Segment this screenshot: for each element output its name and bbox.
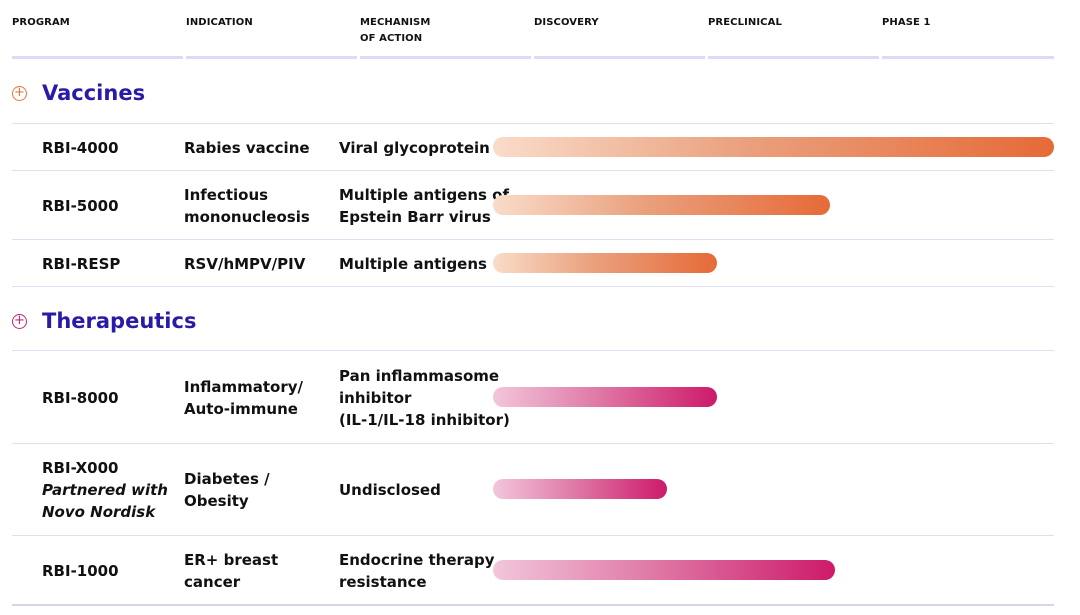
section-bottom-divider [12, 604, 1054, 606]
column-header-underline [12, 56, 183, 59]
section-title-vaccines: Vaccines [42, 81, 146, 105]
program-name: RBI-8000 [42, 388, 119, 407]
progress-bar [493, 479, 667, 499]
column-header-discovery: DISCOVERY [534, 17, 599, 28]
progress-track [493, 479, 1054, 499]
column-header-underline [360, 56, 531, 59]
indication: ER+ breast cancer [184, 550, 279, 591]
program-name: RBI-5000 [42, 196, 119, 215]
progress-track [493, 559, 1054, 580]
mechanism-of-action: Undisclosed [339, 481, 441, 499]
column-header-underline [708, 56, 879, 59]
row-divider [12, 123, 1054, 124]
column-header-program: PROGRAM [12, 17, 70, 28]
row-divider [12, 535, 1054, 536]
section-bottom-divider [12, 286, 1054, 287]
progress-track [493, 386, 1054, 407]
progress-bar [493, 136, 1054, 157]
mechanism-of-action: Viral glycoprotein [339, 138, 490, 157]
column-header-underline [882, 56, 1054, 59]
column-header-underline [186, 56, 357, 59]
program-name: RBI-RESP [42, 254, 121, 273]
mechanism-of-action: Multiple antigens of Epstein Barr virus [339, 185, 510, 226]
row-divider [12, 350, 1054, 351]
progress-bar [493, 559, 835, 580]
progress-bar [493, 194, 830, 215]
column-header-indication: INDICATION [186, 17, 253, 28]
column-header-mechanism-of-action: MECHANISM OF ACTION [360, 17, 431, 44]
row-divider [12, 239, 1054, 240]
mechanism-of-action: Endocrine therapy resistance [339, 550, 495, 591]
row-divider [12, 170, 1054, 171]
mechanism-of-action: Pan inflammasome inhibitor (IL-1/IL-18 inh… [339, 366, 510, 429]
program-name: RBI-4000 [42, 138, 119, 157]
indication: Diabetes / Obesity [184, 470, 270, 510]
progress-bar [493, 252, 717, 273]
progress-track [493, 136, 1054, 157]
partner-note: Partnered with Novo Nordisk [42, 481, 168, 521]
indication: Inflammatory/Auto-immune [184, 377, 304, 418]
column-header-preclinical: PRECLINICAL [708, 17, 782, 28]
program-name: RBI-X000 Partnered with Novo Nordisk [42, 459, 168, 521]
progress-track [493, 194, 1054, 215]
program-name: RBI-1000 [42, 561, 119, 580]
indication: Infectious mononucleosis [184, 185, 310, 226]
plus-circle-icon[interactable]: + [12, 314, 27, 329]
mechanism-of-action: Multiple antigens [339, 254, 487, 273]
column-header-underline [534, 56, 705, 59]
progress-track [493, 252, 1054, 273]
section-title-therapeutics: Therapeutics [42, 309, 197, 333]
column-header-phase-1: PHASE 1 [882, 17, 931, 28]
indication: Rabies vaccine [184, 138, 310, 157]
indication: RSV/hMPV/PIV [184, 254, 306, 273]
progress-bar [493, 386, 717, 407]
row-divider [12, 443, 1054, 444]
plus-circle-icon[interactable]: + [12, 86, 27, 101]
